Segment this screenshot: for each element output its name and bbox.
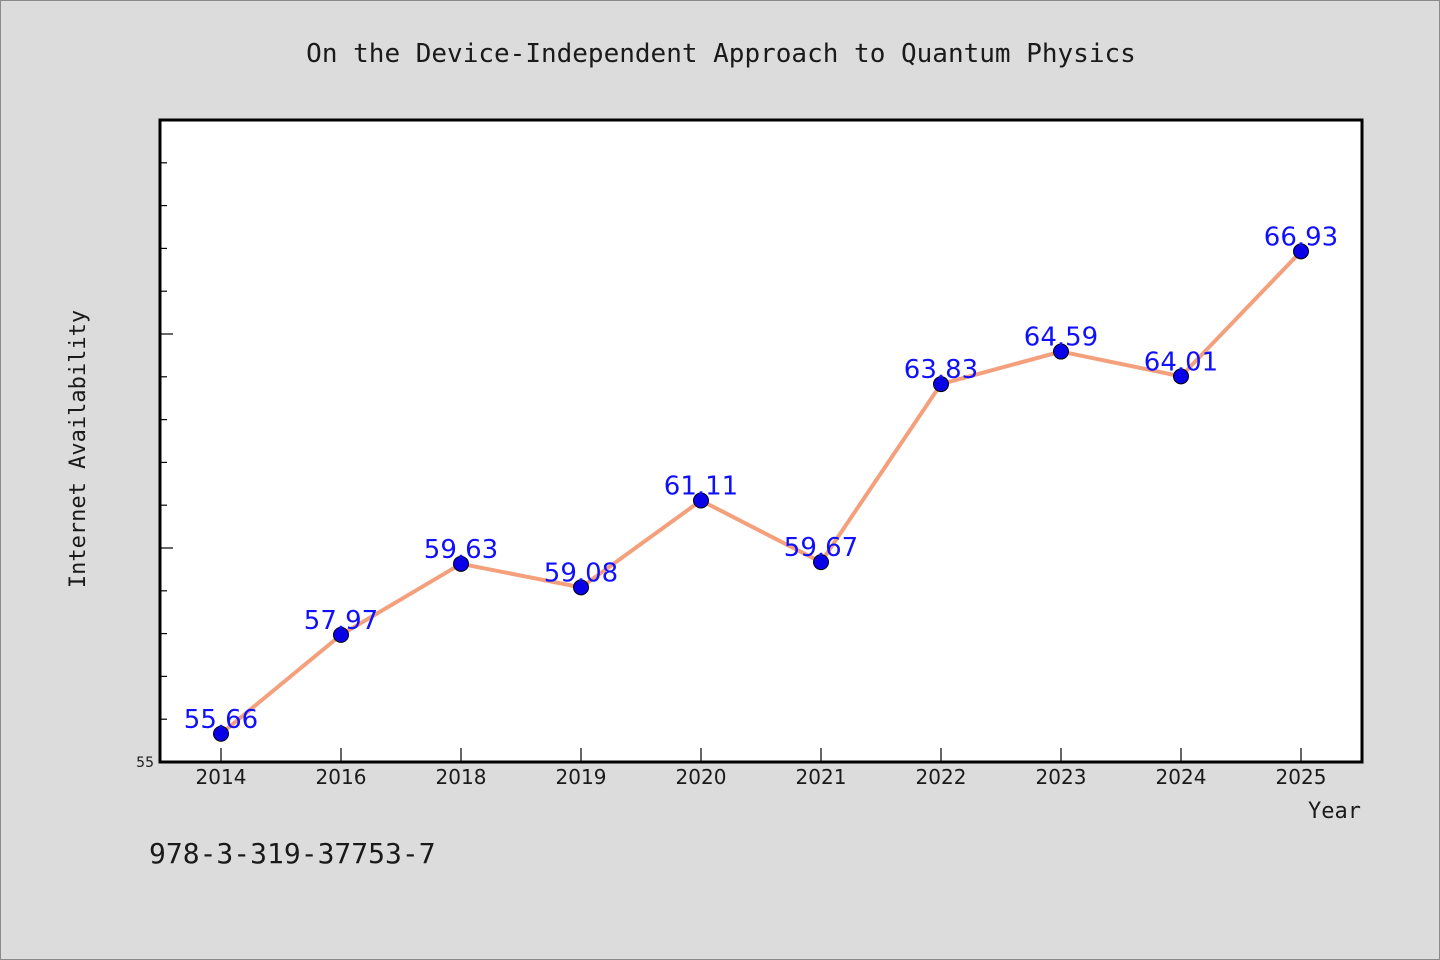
data-label: 59.67 bbox=[784, 533, 858, 563]
y-tick-label: 55 bbox=[136, 755, 154, 771]
x-tick-label: 2016 bbox=[316, 765, 367, 789]
plot-area bbox=[158, 118, 1364, 764]
x-tick-label: 2021 bbox=[796, 765, 847, 789]
data-labels: 55.66 57.97 59.63 59.08 61.11 59.67 63.83 64.59… bbox=[184, 222, 1338, 734]
data-point bbox=[813, 554, 829, 571]
data-label: 61.11 bbox=[664, 471, 738, 501]
x-tick-label: 2020 bbox=[676, 765, 727, 789]
x-tick-label: 2018 bbox=[436, 765, 487, 789]
series-line bbox=[219, 249, 1303, 736]
x-tick-label: 2022 bbox=[916, 765, 967, 789]
series-markers bbox=[213, 243, 1309, 742]
x-tick-label: 2014 bbox=[196, 765, 247, 789]
data-point bbox=[213, 725, 229, 742]
data-label: 66.93 bbox=[1264, 222, 1338, 252]
y-axis-ticks: 55 bbox=[136, 162, 173, 771]
data-label: 64.59 bbox=[1024, 323, 1098, 353]
data-label: 64.01 bbox=[1144, 347, 1218, 377]
data-point bbox=[1173, 368, 1189, 385]
x-axis-ticks: 2014 2016 2018 2019 2020 2021 2022 2023 2024 2025 bbox=[196, 748, 1327, 789]
data-point bbox=[573, 579, 589, 596]
data-label: 57.97 bbox=[304, 606, 378, 636]
isbn-text: 978-3-319-37753-7 bbox=[149, 837, 436, 870]
x-tick-label: 2025 bbox=[1276, 765, 1327, 789]
data-point bbox=[1293, 243, 1309, 260]
data-label: 59.08 bbox=[544, 558, 618, 588]
data-point bbox=[693, 492, 709, 509]
data-label: 63.83 bbox=[904, 355, 978, 385]
data-point bbox=[1053, 343, 1069, 360]
data-label: 55.66 bbox=[184, 705, 258, 735]
x-tick-label: 2019 bbox=[556, 765, 607, 789]
data-point bbox=[933, 376, 949, 393]
x-axis-label: Year bbox=[1308, 799, 1361, 824]
x-tick-label: 2023 bbox=[1036, 765, 1087, 789]
data-point bbox=[333, 626, 349, 643]
data-label: 59.63 bbox=[424, 535, 498, 565]
data-point bbox=[453, 555, 469, 572]
chart-title: On the Device-Independent Approach to Qu… bbox=[306, 39, 1136, 69]
x-tick-label: 2024 bbox=[1156, 765, 1207, 789]
y-axis-label: Internet Availability bbox=[66, 310, 91, 588]
